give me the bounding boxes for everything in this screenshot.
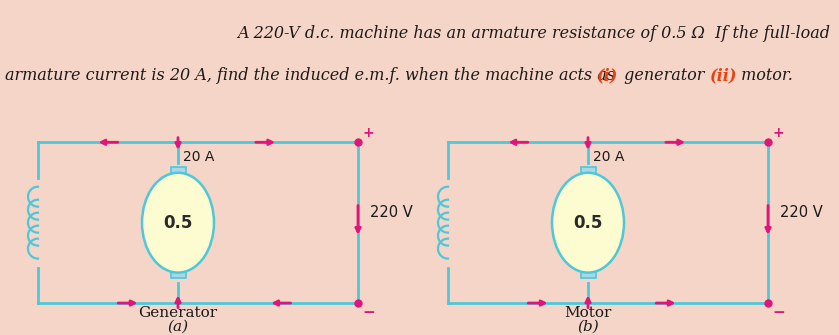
Bar — [170, 271, 185, 278]
Text: A 220-V d.c. machine has an armature resistance of 0.5 Ω  If the full-load: A 220-V d.c. machine has an armature res… — [237, 25, 830, 42]
Text: (b): (b) — [577, 320, 599, 334]
Text: −: − — [772, 305, 784, 320]
Text: 20 A: 20 A — [593, 150, 624, 164]
Text: Generator: Generator — [138, 306, 217, 320]
Text: 20 A: 20 A — [183, 150, 215, 164]
Text: 220 V: 220 V — [370, 205, 413, 220]
Text: (a): (a) — [168, 320, 189, 334]
Text: 0.5: 0.5 — [164, 214, 193, 232]
Bar — [581, 271, 596, 278]
Text: armature current is 20 A, find the induced e.m.f. when the machine acts as: armature current is 20 A, find the induc… — [5, 67, 620, 84]
Bar — [581, 167, 596, 174]
Text: +: + — [362, 126, 373, 140]
Text: 220 V: 220 V — [780, 205, 823, 220]
Text: +: + — [772, 126, 784, 140]
Text: −: − — [362, 305, 375, 320]
Text: (i): (i) — [596, 67, 618, 84]
Text: Motor: Motor — [565, 306, 612, 320]
Ellipse shape — [552, 173, 624, 273]
Text: motor.: motor. — [736, 67, 793, 84]
Text: generator: generator — [619, 67, 710, 84]
Bar — [170, 167, 185, 174]
Ellipse shape — [142, 173, 214, 273]
Text: (ii): (ii) — [709, 67, 737, 84]
Text: 0.5: 0.5 — [573, 214, 602, 232]
